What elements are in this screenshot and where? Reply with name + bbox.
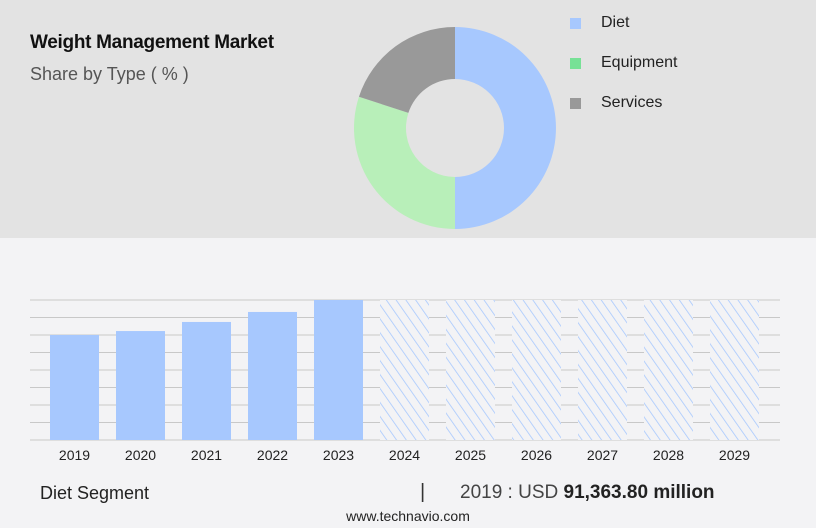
x-tick-label: 2020 [125, 447, 156, 463]
donut-slice-diet [455, 27, 556, 229]
legend-swatch [570, 97, 581, 109]
bar-forecast-2029 [710, 300, 759, 440]
donut-chart [353, 27, 556, 230]
x-tick-label: 2027 [587, 447, 618, 463]
value-prefix: 2019 : USD [460, 482, 559, 503]
bar-forecast-2026 [512, 300, 561, 440]
legend-item-diet: Diet [570, 14, 629, 32]
bar-chart: 2019 2020 2021 2022 2023 2024 2025 2026 2027 2028… [30, 299, 780, 463]
legend-item-services: Services [570, 94, 662, 112]
legend-label: Diet [601, 14, 630, 31]
x-tick-label: 2022 [257, 447, 288, 463]
footer-separator: | [420, 481, 426, 503]
segment-label: Diet Segment [40, 483, 150, 503]
x-tick-label: 2023 [323, 447, 354, 463]
value-amount: 91,363.80 million [563, 482, 715, 503]
legend-label: Services [601, 94, 663, 111]
x-tick-label: 2024 [389, 447, 420, 463]
bar-2023 [314, 300, 363, 440]
chart-title: Weight Management Market [30, 32, 274, 53]
legend-item-equipment: Equipment [570, 54, 678, 72]
legend-swatch [570, 57, 581, 69]
donut-slice-equipment [353, 96, 455, 230]
chart-subtitle: Share by Type ( % ) [30, 64, 189, 84]
bar-forecast-2027 [578, 300, 627, 440]
bar-forecast-2025 [446, 300, 495, 440]
x-tick-label: 2021 [191, 447, 222, 463]
x-tick-label: 2026 [521, 447, 552, 463]
bar-forecast-2028 [644, 300, 693, 440]
donut-slice-services [358, 27, 455, 113]
bar-2019 [50, 334, 99, 440]
x-tick-label: 2019 [59, 447, 90, 463]
bar-2020 [116, 331, 165, 440]
bar-forecast-2024 [380, 300, 429, 440]
x-tick-label: 2025 [455, 447, 486, 463]
x-tick-label: 2028 [653, 447, 684, 463]
legend-swatch [570, 17, 581, 29]
source-link[interactable]: www.technavio.com [346, 508, 470, 524]
bar-2021 [182, 321, 231, 440]
x-tick-label: 2029 [719, 447, 750, 463]
bar-2022 [248, 311, 297, 440]
segment-value: 2019 : USD 91,363.80 million [460, 482, 715, 504]
legend-label: Equipment [601, 54, 678, 71]
